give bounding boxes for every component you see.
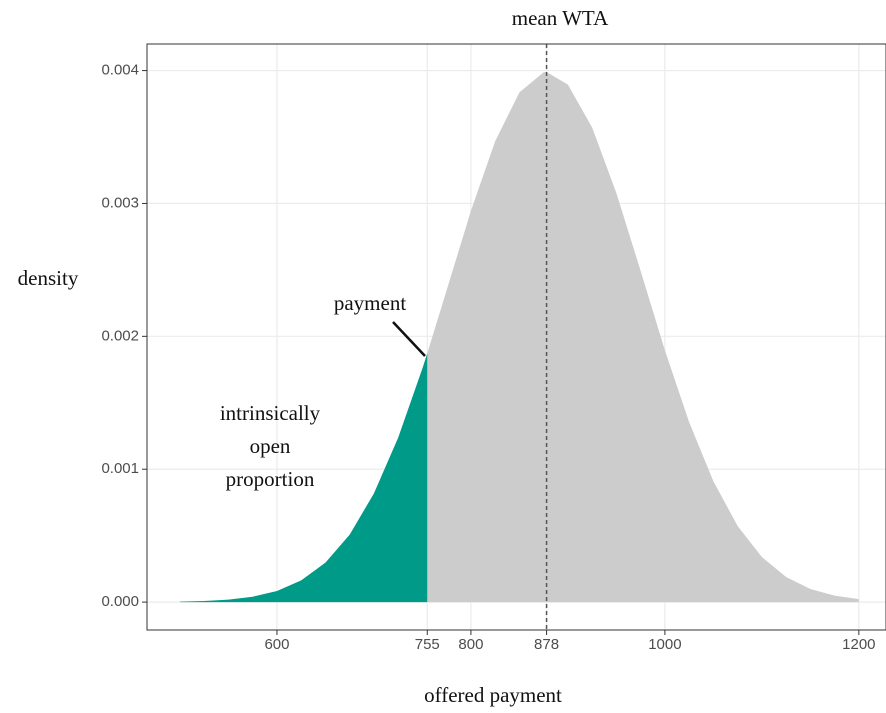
annotation: payment [334,291,406,315]
annotation: open [250,434,291,458]
x-tick-label: 878 [534,636,559,653]
x-tick-label: 755 [415,636,440,653]
y-axis-title: density [18,266,79,290]
y-tick-label: 0.000 [101,593,139,610]
x-tick-label: 1000 [648,636,681,653]
y-tick-label: 0.002 [101,327,139,344]
plot-border [146,43,886,631]
x-tick-label: 600 [264,636,289,653]
highlighted-area [179,353,428,603]
x-axis-title: offered payment [424,683,562,707]
annotation: proportion [226,467,315,491]
y-tick-label: 0.003 [101,194,139,211]
annotation: intrinsically [220,401,321,425]
y-tick-label: 0.004 [101,62,139,79]
density-area [427,72,859,603]
x-tick-label: 800 [458,636,483,653]
x-tick-label: 1200 [842,636,875,653]
chart-title: mean WTA [512,6,609,30]
leader-line [392,321,426,357]
y-tick-label: 0.001 [101,460,139,477]
